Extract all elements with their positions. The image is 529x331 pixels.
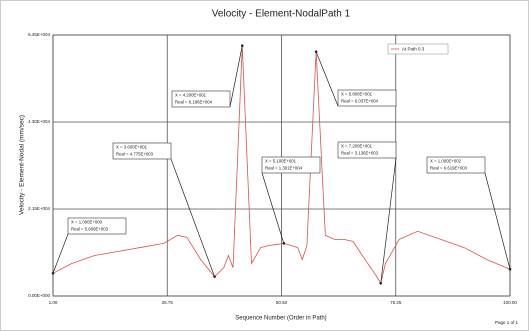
annotation-leader <box>484 172 511 270</box>
annotation-box <box>426 156 486 174</box>
chart-title: Velocity - Element-NodalPath 1 <box>212 9 351 20</box>
annotation-text: X = 4.200E+001 <box>175 93 207 98</box>
annotation-point <box>314 50 318 54</box>
annotation-point <box>508 267 512 271</box>
annotation-leader <box>315 51 339 107</box>
annotation-box <box>171 90 231 108</box>
x-tick-label: 25.75 <box>162 300 174 305</box>
y-axis-label: Velocity - Element-Nodal (mm/sec) <box>19 115 26 215</box>
annotation-text: X = 3.600E+001 <box>116 145 148 150</box>
annotation-text: X = 1.000E+002 <box>430 159 462 164</box>
annotation-text: Real = 4.775E+003 <box>116 152 154 157</box>
annotation-leader <box>261 172 285 244</box>
annotation-point <box>51 272 55 275</box>
annotation-box <box>337 89 397 107</box>
x-tick-label: 75.25 <box>390 300 402 305</box>
y-tick-label: 2.15E+004 <box>28 206 50 211</box>
y-tick-label: 0.00E+000 <box>28 293 50 298</box>
annotation-text: Real = 6.037E+004 <box>341 99 379 104</box>
annotation-point <box>379 282 383 285</box>
legend-box <box>387 43 449 55</box>
annotation-box <box>261 156 321 174</box>
annotation-text: X = 1.000E+000 <box>71 220 103 225</box>
x-tick-label: 100.00 <box>503 300 517 305</box>
annotation-text: Real = 1.301E+004 <box>265 166 303 171</box>
annotation-box <box>337 141 397 159</box>
y-tick-label: 4.30E+004 <box>28 119 50 124</box>
annotation-point <box>213 275 216 278</box>
annotation-text: X = 5.800E+001 <box>341 92 373 97</box>
annotation-point <box>240 44 244 47</box>
page-footer: Page 1 of 1 <box>495 320 519 325</box>
annotation-leader <box>229 45 243 108</box>
annotation-leader <box>170 158 215 277</box>
legend-label: At Path 0.3 <box>402 47 425 52</box>
annotation-box <box>112 142 172 160</box>
data-line <box>52 45 511 285</box>
annotation-point <box>282 242 286 245</box>
annotation-text: Real = 5.609E+003 <box>71 227 109 232</box>
annotation-text: Real = 3.136E+003 <box>341 151 379 156</box>
x-tick-label: 1.00 <box>49 300 58 305</box>
annotation-text: Real = 6.619E+003 <box>430 166 468 171</box>
y-tick-label: 6.45E+004 <box>28 32 50 37</box>
annotation-text: Real = 6.186E+004 <box>175 100 213 105</box>
x-axis-label: Sequence Number (Order in Path) <box>235 316 326 322</box>
x-tick-label: 50.50 <box>276 300 288 305</box>
annotation-text: X = 7.200E+001 <box>341 144 373 149</box>
annotation-leader <box>380 157 397 284</box>
annotation-box <box>67 217 127 235</box>
annotation-leader <box>52 233 69 274</box>
annotation-text: X = 5.100E+001 <box>265 159 297 164</box>
